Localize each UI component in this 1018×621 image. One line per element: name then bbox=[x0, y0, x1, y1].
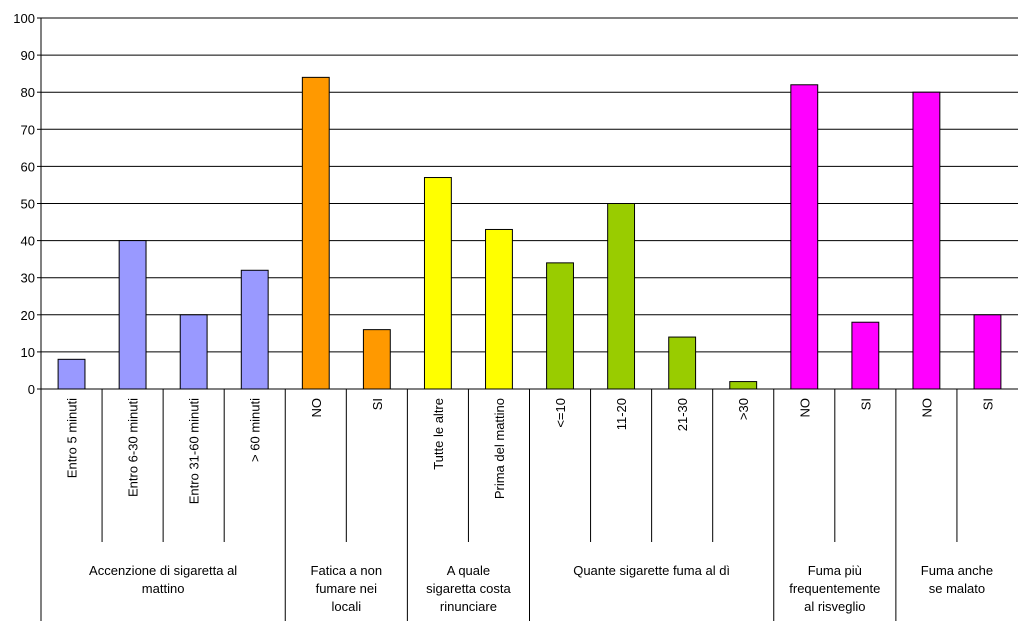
x-category-label: Entro 6-30 minuti bbox=[126, 398, 141, 497]
x-category-label: Entro 5 minuti bbox=[65, 398, 80, 478]
x-category-label: NO bbox=[919, 398, 934, 418]
y-tick-label: 100 bbox=[13, 11, 35, 26]
group-label: Fatica a non bbox=[311, 563, 383, 578]
bar bbox=[851, 321, 880, 390]
x-category-label: Prima del mattino bbox=[492, 398, 507, 499]
group-label: mattino bbox=[142, 581, 185, 596]
bar bbox=[790, 84, 819, 390]
group-label: Fuma anche bbox=[921, 563, 993, 578]
y-tick-label: 60 bbox=[21, 159, 35, 174]
x-category-label: >30 bbox=[736, 398, 751, 420]
group-label: A quale bbox=[447, 563, 490, 578]
group-label: fumare nei bbox=[316, 581, 378, 596]
bar bbox=[668, 336, 697, 390]
bar bbox=[118, 240, 147, 390]
bar bbox=[423, 177, 452, 390]
group-label: Accenzione di sigaretta al bbox=[89, 563, 237, 578]
axes bbox=[37, 17, 1018, 621]
y-tick-label: 0 bbox=[28, 382, 35, 397]
x-category-label: 11-20 bbox=[614, 398, 629, 430]
group-label: se malato bbox=[929, 581, 985, 596]
bar bbox=[729, 381, 758, 390]
y-tick-label: 30 bbox=[21, 271, 35, 286]
bars bbox=[57, 76, 1002, 390]
y-tick-label: 50 bbox=[21, 197, 35, 212]
x-category-label: NO bbox=[797, 398, 812, 418]
x-category-label: SI bbox=[858, 398, 873, 410]
bar bbox=[485, 228, 513, 390]
x-category-label: <=10 bbox=[553, 398, 568, 428]
x-category-label: Tutte le altre bbox=[431, 398, 446, 470]
y-tick-label: 40 bbox=[21, 234, 35, 249]
group-label: Fuma più bbox=[808, 563, 862, 578]
bar bbox=[973, 314, 1002, 390]
y-tick-label: 10 bbox=[21, 345, 35, 360]
bar bbox=[607, 203, 636, 390]
x-category-label: SI bbox=[980, 398, 995, 410]
x-category-label: > 60 minuti bbox=[248, 398, 263, 462]
bar bbox=[546, 262, 574, 390]
y-tick-label: 20 bbox=[21, 308, 35, 323]
bar bbox=[912, 91, 941, 390]
group-label: locali bbox=[332, 599, 362, 614]
labels: 0 10 20 30 40 50 60 70 80 90 100 Entro 5 minuti Entr… bbox=[13, 11, 995, 614]
group-label: sigaretta costa bbox=[426, 581, 511, 596]
group-label: al risveglio bbox=[804, 599, 865, 614]
bar bbox=[240, 269, 269, 390]
group-label: Quante sigarette fuma al dì bbox=[573, 563, 730, 578]
bar bbox=[179, 314, 208, 390]
x-category-label: Entro 31-60 minuti bbox=[187, 398, 202, 504]
bar bbox=[301, 76, 330, 390]
group-label: rinunciare bbox=[440, 599, 497, 614]
x-category-label: SI bbox=[370, 398, 385, 410]
bar bbox=[57, 358, 86, 390]
y-tick-label: 80 bbox=[21, 85, 35, 100]
bar bbox=[362, 329, 391, 390]
y-tick-label: 70 bbox=[21, 122, 35, 137]
group-label: frequentemente bbox=[789, 581, 880, 596]
x-category-label: NO bbox=[309, 398, 324, 418]
x-category-label: 21-30 bbox=[675, 398, 690, 431]
y-tick-label: 90 bbox=[21, 48, 35, 63]
